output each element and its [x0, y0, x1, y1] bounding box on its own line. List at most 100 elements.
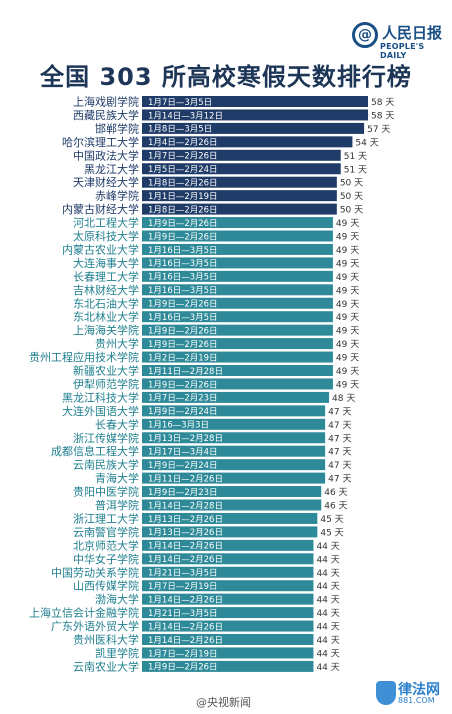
date-range-label: 1月14日—2月26日	[148, 555, 223, 565]
bar	[142, 284, 333, 296]
category-label: 河北工程大学	[73, 216, 139, 230]
category-label: 东北林业大学	[73, 310, 139, 324]
bar	[142, 338, 333, 350]
bar	[142, 553, 314, 565]
date-range-label: 1月14日—2月28日	[148, 501, 223, 511]
bar	[142, 593, 314, 605]
value-label: 47 天	[328, 461, 351, 471]
value-label: 46 天	[324, 488, 347, 498]
value-label: 57 天	[367, 125, 390, 135]
bar	[142, 445, 326, 457]
date-range-label: 1月13日—2月28日	[148, 434, 223, 444]
category-label: 中国政法大学	[73, 148, 139, 162]
category-label: 浙江传媒学院	[73, 431, 139, 445]
category-label: 西藏民族大学	[73, 108, 139, 122]
value-label: 50 天	[340, 179, 363, 189]
value-label: 49 天	[336, 367, 359, 377]
value-label: 44 天	[316, 542, 339, 552]
category-label: 山西传媒学院	[73, 579, 139, 593]
category-label: 黑龙江科技大学	[62, 390, 139, 404]
bar	[142, 311, 333, 323]
date-range-label: 1月9日—2月26日	[148, 340, 218, 350]
shield-icon	[376, 681, 396, 705]
category-label: 凯里学院	[95, 646, 139, 660]
value-label: 44 天	[316, 555, 339, 565]
bar	[142, 190, 337, 202]
value-label: 49 天	[336, 273, 359, 283]
value-label: 49 天	[336, 313, 359, 323]
value-label: 49 天	[336, 233, 359, 243]
bar	[142, 324, 333, 336]
value-label: 49 天	[336, 246, 359, 256]
bar	[142, 270, 333, 282]
date-range-label: 1月7日—2月19日	[148, 649, 218, 659]
bar	[142, 230, 333, 242]
date-range-label: 1月16日—3月5日	[148, 273, 218, 283]
bar	[142, 243, 333, 255]
date-range-label: 1月9日—2月26日	[148, 326, 218, 336]
category-label: 云南农业大学	[73, 659, 139, 673]
category-label: 长春理工大学	[73, 269, 139, 283]
category-label: 新疆农业大学	[73, 364, 139, 378]
value-label: 47 天	[328, 421, 351, 431]
bar	[142, 499, 322, 511]
category-label: 长春大学	[95, 417, 139, 431]
site-badge-text: 律法网	[398, 682, 440, 698]
value-label: 50 天	[340, 206, 363, 216]
value-label: 44 天	[316, 663, 339, 673]
category-label: 北京师范大学	[73, 538, 139, 552]
bar	[142, 176, 337, 188]
value-label: 44 天	[316, 623, 339, 633]
category-label: 黑龙江大学	[84, 162, 139, 176]
date-range-label: 1月21日—3月5日	[148, 569, 218, 579]
bar	[142, 378, 333, 390]
category-label: 青海大学	[95, 471, 139, 485]
bar	[142, 351, 333, 363]
category-label: 伊犁师范学院	[73, 377, 139, 391]
bar	[142, 203, 337, 215]
date-range-label: 1月7日—2月26日	[148, 152, 218, 162]
bar	[142, 136, 353, 148]
bar	[142, 122, 365, 134]
bar	[142, 365, 333, 376]
bar	[142, 660, 314, 672]
bar	[142, 634, 314, 645]
date-range-label: 1月17日—3月4日	[148, 448, 218, 458]
bar	[142, 620, 314, 632]
category-label: 云南警官学院	[73, 525, 139, 539]
value-label: 49 天	[336, 380, 359, 390]
value-label: 46 天	[324, 502, 347, 512]
value-label: 49 天	[336, 327, 359, 337]
bar	[142, 566, 314, 578]
date-range-label: 1月8日—3月5日	[148, 125, 212, 135]
value-label: 49 天	[336, 340, 359, 350]
category-label: 东北石油大学	[73, 296, 139, 310]
date-range-label: 1月5日—2月24日	[148, 165, 218, 175]
date-range-label: 1月7日—2月23日	[148, 394, 218, 404]
category-label: 贵州工程应用技术学院	[29, 350, 139, 364]
value-label: 44 天	[316, 636, 339, 646]
date-range-label: 1月11日—2月26日	[148, 474, 223, 484]
category-label: 内蒙古财经大学	[62, 202, 139, 216]
date-range-label: 1月16日—3月5日	[148, 259, 218, 269]
bar	[142, 486, 322, 498]
bar	[142, 109, 368, 121]
value-label: 50 天	[340, 192, 363, 202]
category-label: 赤峰学院	[95, 189, 139, 203]
bar	[142, 539, 314, 551]
category-label: 大连海事大学	[73, 256, 139, 270]
value-label: 47 天	[328, 407, 351, 417]
value-label: 47 天	[328, 475, 351, 485]
date-range-label: 1月9日—2月26日	[148, 232, 218, 242]
bar	[142, 647, 314, 659]
bar	[142, 472, 326, 484]
date-range-label: 1月9日—2月23日	[148, 488, 218, 498]
date-range-label: 1月9日—2月26日	[148, 380, 218, 390]
category-label: 吉林财经大学	[73, 283, 139, 297]
date-range-label: 1月13日—2月26日	[148, 528, 223, 538]
value-label: 51 天	[344, 152, 367, 162]
date-range-label: 1月16日—3月5日	[148, 313, 218, 323]
date-range-label: 1月7日—2月19日	[148, 582, 218, 592]
bar	[142, 526, 318, 538]
